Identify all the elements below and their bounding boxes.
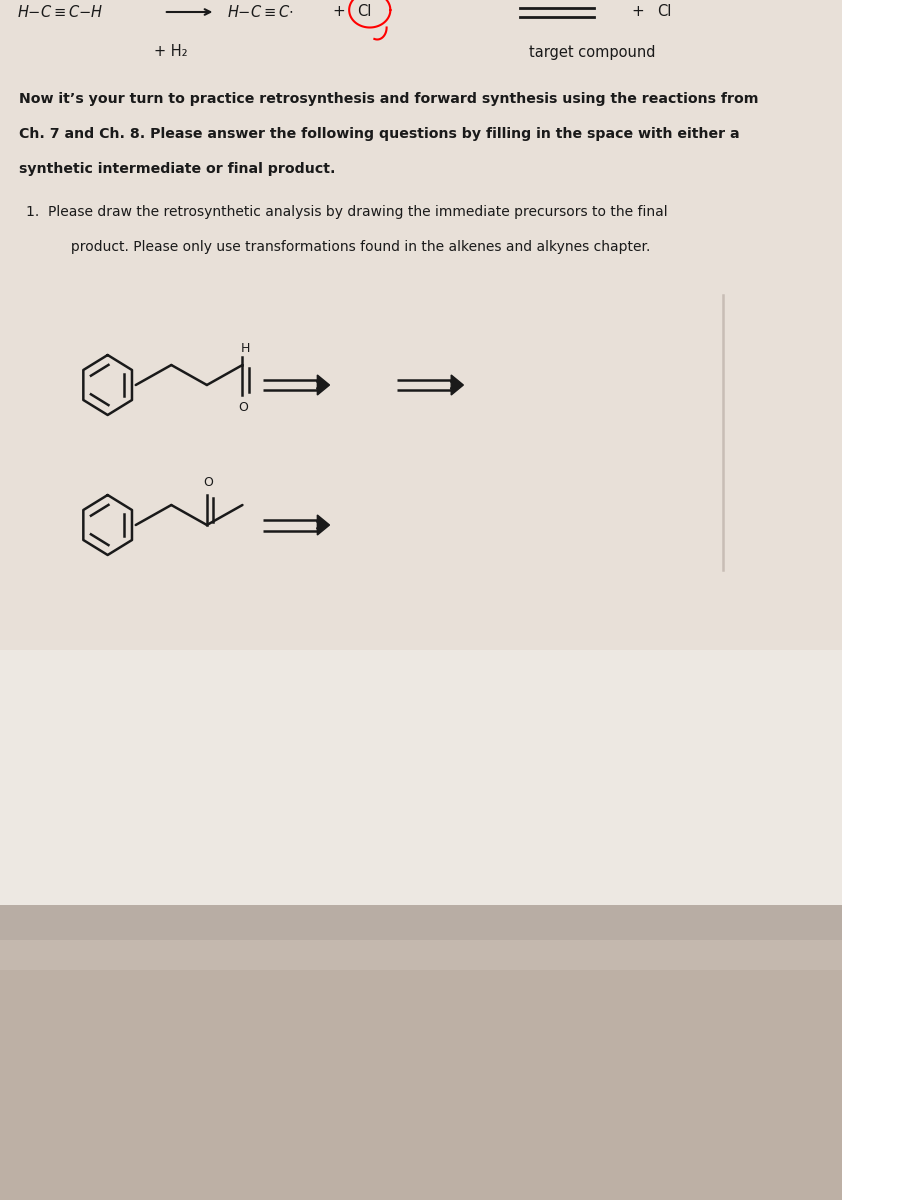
Polygon shape <box>451 374 464 395</box>
Polygon shape <box>318 374 329 395</box>
Text: O: O <box>238 401 248 414</box>
Bar <box>0 940 842 970</box>
Text: Ch. 7 and Ch. 8. Please answer the following questions by filling in the space w: Ch. 7 and Ch. 8. Please answer the follo… <box>19 127 739 140</box>
Text: + H₂: + H₂ <box>155 44 188 60</box>
Text: H$-$C$\equiv$C$\cdot$: H$-$C$\equiv$C$\cdot$ <box>227 4 293 20</box>
Text: 1.  Please draw the retrosynthetic analysis by drawing the immediate precursors : 1. Please draw the retrosynthetic analys… <box>26 205 668 218</box>
Text: target compound: target compound <box>529 44 655 60</box>
Bar <box>0 0 842 910</box>
Bar <box>0 905 842 940</box>
Text: O: O <box>202 476 212 490</box>
Text: Cl: Cl <box>357 5 372 19</box>
Text: +: + <box>632 5 644 19</box>
Text: H: H <box>240 342 250 355</box>
Text: Now it’s your turn to practice retrosynthesis and forward synthesis using the re: Now it’s your turn to practice retrosynt… <box>19 92 758 106</box>
Text: H$-$C$\equiv$C$-$H: H$-$C$\equiv$C$-$H <box>17 4 104 20</box>
Bar <box>0 0 842 650</box>
Text: product. Please only use transformations found in the alkenes and alkynes chapte: product. Please only use transformations… <box>49 240 650 254</box>
Polygon shape <box>318 515 329 535</box>
Text: Cl: Cl <box>657 5 671 19</box>
Text: +: + <box>332 5 345 19</box>
Bar <box>0 970 842 1200</box>
Text: synthetic intermediate or final product.: synthetic intermediate or final product. <box>19 162 335 176</box>
